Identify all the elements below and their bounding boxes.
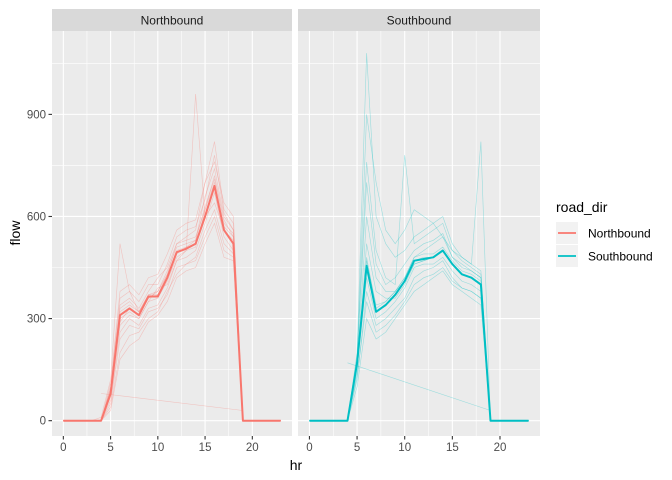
- panel-southbound: Southbound: [298, 9, 540, 436]
- x-tick-label: 5: [354, 442, 360, 454]
- legend-title: road_dir: [556, 199, 608, 215]
- legend-label-northbound: Northbound: [588, 227, 651, 241]
- individual-day-line: [101, 393, 243, 411]
- legend-label-southbound: Southbound: [588, 250, 653, 264]
- x-tick-label: 20: [494, 442, 507, 454]
- x-tick-label: 0: [306, 442, 312, 454]
- strip-label-southbound: Southbound: [387, 14, 452, 28]
- y-tick-label: 900: [27, 109, 46, 121]
- y-tick-label: 300: [27, 314, 46, 326]
- strip-label-northbound: Northbound: [141, 14, 204, 28]
- y-axis-title: flow: [7, 220, 23, 246]
- x-tick-label: 0: [60, 442, 66, 454]
- individual-day-line: [347, 362, 491, 411]
- x-tick-label: 5: [107, 442, 113, 454]
- x-tick-label: 15: [446, 442, 459, 454]
- x-tick-label: 15: [199, 442, 212, 454]
- strip-background: [298, 9, 540, 31]
- x-tick-label: 20: [246, 442, 259, 454]
- x-tick-label: 10: [151, 442, 164, 454]
- x-axis-title: hr: [290, 457, 303, 473]
- summary-line-southbound: [309, 249, 529, 422]
- grid: [298, 31, 540, 436]
- grid: [52, 31, 292, 436]
- panel-northbound: Northbound: [52, 9, 292, 436]
- series-lines: [63, 93, 281, 422]
- y-axis: 0 300 600 900: [27, 109, 52, 428]
- series-lines: [309, 53, 529, 422]
- y-tick-label: 0: [40, 416, 46, 428]
- strip-background: [52, 9, 292, 31]
- plot-background: [52, 31, 292, 436]
- x-axis: 0 5 10 15 20 0 5 10 15 20: [60, 436, 506, 454]
- summary-line-northbound: [63, 184, 281, 422]
- x-tick-label: 10: [398, 442, 411, 454]
- y-tick-label: 600: [27, 211, 46, 223]
- legend: road_dir Northbound Southbound: [556, 199, 653, 267]
